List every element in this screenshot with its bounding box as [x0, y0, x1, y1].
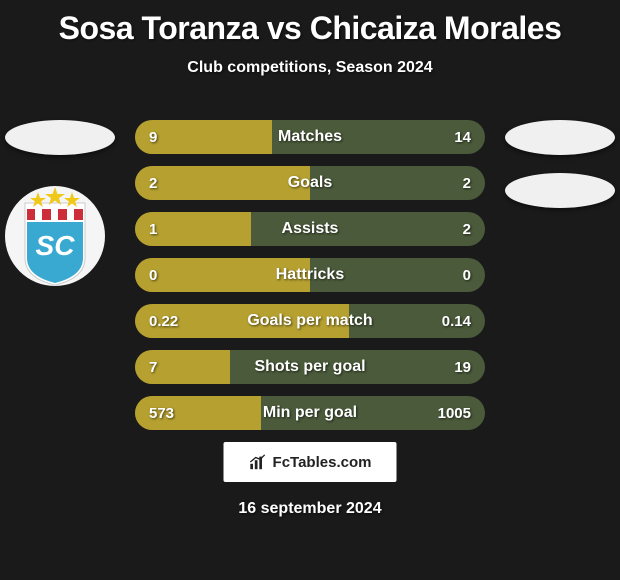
stat-row: 9Matches14: [135, 120, 485, 154]
stat-row: 7Shots per goal19: [135, 350, 485, 384]
stat-label: Goals per match: [135, 304, 485, 338]
stat-value-right: 0: [463, 258, 471, 292]
logo-disc: [505, 120, 615, 155]
chart-icon: [249, 453, 267, 471]
stat-row: 573Min per goal1005: [135, 396, 485, 430]
logo-disc: [505, 173, 615, 208]
comparison-infographic: Sosa Toranza vs Chicaiza Morales Club co…: [0, 0, 620, 580]
stat-label: Min per goal: [135, 396, 485, 430]
stat-value-right: 14: [454, 120, 471, 154]
player-right-logos: [505, 120, 615, 226]
stat-label: Goals: [135, 166, 485, 200]
stat-label: Matches: [135, 120, 485, 154]
club-badge-left: SC: [5, 173, 105, 293]
stat-label: Hattricks: [135, 258, 485, 292]
stats-panel: 9Matches142Goals21Assists20Hattricks00.2…: [135, 120, 485, 442]
stat-value-right: 1005: [438, 396, 471, 430]
subtitle: Club competitions, Season 2024: [0, 59, 620, 77]
date-text: 16 september 2024: [0, 500, 620, 518]
stat-row: 1Assists2: [135, 212, 485, 246]
branding-text: FcTables.com: [273, 454, 372, 471]
stat-value-right: 0.14: [442, 304, 471, 338]
svg-text:SC: SC: [36, 230, 76, 261]
player-left-logos: SC: [5, 120, 115, 298]
stat-value-right: 19: [454, 350, 471, 384]
stat-label: Shots per goal: [135, 350, 485, 384]
stat-row: 2Goals2: [135, 166, 485, 200]
branding-badge: FcTables.com: [224, 442, 397, 482]
stat-value-right: 2: [463, 212, 471, 246]
stat-value-right: 2: [463, 166, 471, 200]
stat-label: Assists: [135, 212, 485, 246]
stat-row: 0Hattricks0: [135, 258, 485, 292]
stat-row: 0.22Goals per match0.14: [135, 304, 485, 338]
page-title: Sosa Toranza vs Chicaiza Morales: [0, 0, 620, 47]
logo-disc: [5, 120, 115, 155]
